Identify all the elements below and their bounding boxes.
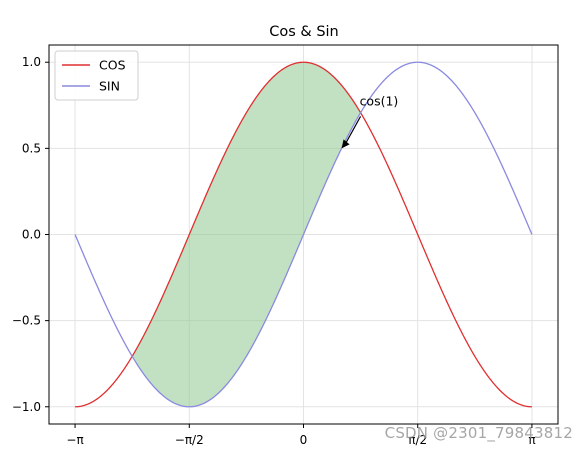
annotation-arrow-head <box>341 139 350 149</box>
series-line-sin <box>74 61 533 408</box>
series-line-cos <box>75 61 532 408</box>
annotation: cos(1) <box>341 93 399 149</box>
x-tick-label: π/2 <box>408 433 427 447</box>
axis-ticks: −π −π/2 0 π/2 π −1.0 −0.5 0.0 0.5 1.0 <box>12 55 536 447</box>
fill-between-area <box>132 62 361 407</box>
x-tick-label: −π/2 <box>175 433 204 447</box>
series-lines <box>74 61 533 408</box>
fill-area <box>132 62 361 407</box>
y-tick-label: 0.5 <box>22 141 41 155</box>
annotation-arrow-line <box>344 116 362 146</box>
x-tick-label: 0 <box>300 433 308 447</box>
legend-label-cos: COS <box>99 58 126 73</box>
y-tick-label: −1.0 <box>12 400 41 414</box>
annotation-label: cos(1) <box>360 93 399 108</box>
chart-title: Cos & Sin <box>269 24 339 40</box>
legend-label-sin: SIN <box>99 79 120 94</box>
legend-box <box>54 50 139 101</box>
x-tick-label: π <box>528 433 535 447</box>
legend: COS SIN <box>54 50 139 101</box>
y-tick-label: −0.5 <box>12 314 41 328</box>
y-tick-label: 1.0 <box>22 55 41 69</box>
watermark: CSDN @2301_79843812 <box>384 424 573 442</box>
y-tick-label: 0.0 <box>22 228 41 242</box>
x-tick-label: −π <box>66 433 83 447</box>
